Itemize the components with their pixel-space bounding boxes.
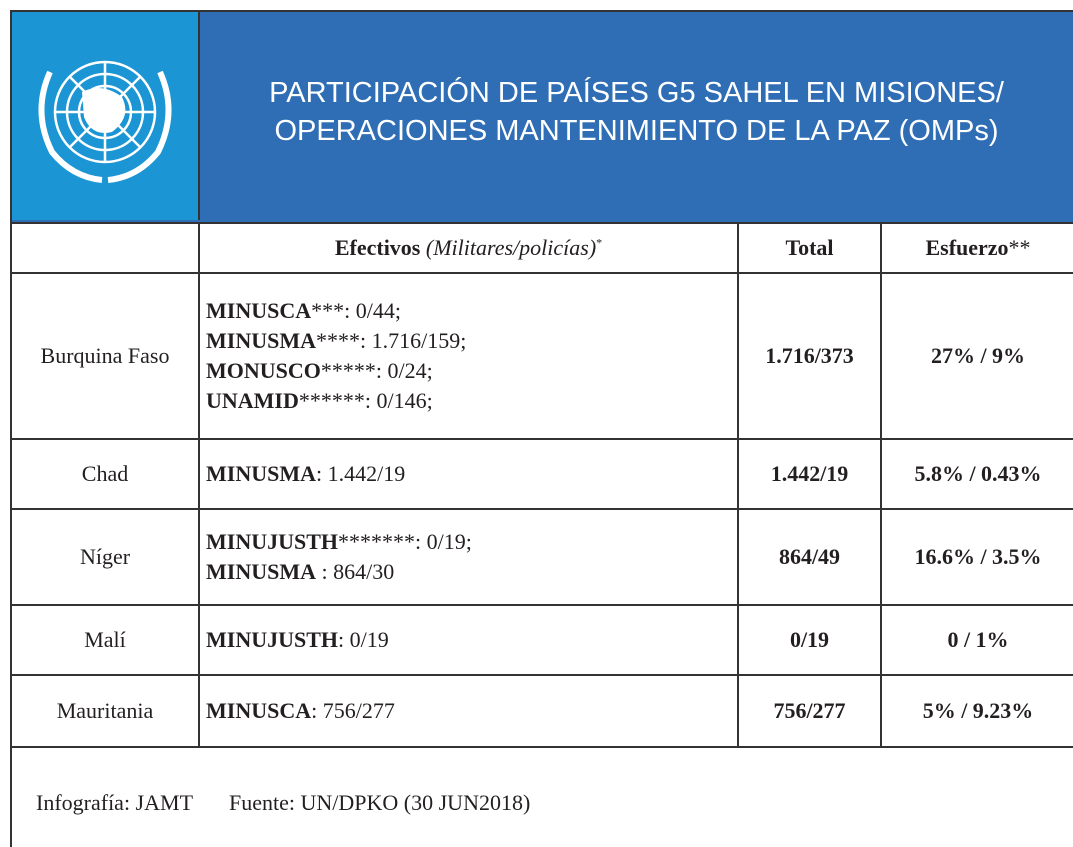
footer: Infografía: JAMT Fuente: UN/DPKO (30 JUN2… bbox=[36, 790, 566, 816]
mission-name: MONUSCO bbox=[206, 358, 321, 383]
country: Malí bbox=[10, 604, 200, 676]
un-logo bbox=[12, 12, 200, 220]
mission-name: UNAMID bbox=[206, 388, 299, 413]
mission: MINUSCA: 756/277 bbox=[206, 696, 731, 726]
mission: MINUSCA***: 0/44; bbox=[206, 296, 731, 326]
effort: 27% / 9% bbox=[880, 272, 1073, 440]
mission-values: ****: 1.716/159; bbox=[316, 328, 467, 353]
table: Efectivos (Militares/policías)* Total Es… bbox=[10, 222, 1073, 748]
effort: 16.6% / 3.5% bbox=[880, 508, 1073, 606]
missions: MINUSMA: 1.442/19 bbox=[198, 438, 739, 510]
mission-values: : 864/30 bbox=[316, 559, 395, 584]
mission-values: ***: 0/44; bbox=[311, 298, 401, 323]
row: Chad MINUSMA: 1.442/19 1.442/19 5.8% / 0.43… bbox=[10, 438, 1073, 510]
country: Mauritania bbox=[10, 674, 200, 748]
effort: 5.8% / 0.43% bbox=[880, 438, 1073, 510]
mission-values: ******: 0/146; bbox=[298, 388, 433, 413]
total: 1.716/373 bbox=[737, 272, 882, 440]
row: Burquina Faso MINUSCA***: 0/44; MINUSMA***… bbox=[10, 272, 1073, 440]
col-header: Esfuerzo** bbox=[880, 222, 1073, 274]
mission-name: MINUSMA bbox=[206, 559, 316, 584]
title: PARTICIPACIÓN DE PAÍSES G5 SAHEL EN MISI… bbox=[200, 74, 1073, 150]
text: (Militares/policías) bbox=[425, 235, 597, 260]
col-header: Efectivos (Militares/policías)* bbox=[198, 222, 739, 274]
total: 756/277 bbox=[737, 674, 882, 748]
mission-name: MINUSMA bbox=[206, 461, 316, 486]
effort: 0 / 1% bbox=[880, 604, 1073, 676]
mission-name: MINUSCA bbox=[206, 298, 312, 323]
mission-values: : 1.442/19 bbox=[316, 461, 406, 486]
text: * bbox=[596, 235, 603, 250]
mission-values: *******: 0/19; bbox=[338, 529, 472, 554]
mission-name: MINUJUSTH bbox=[206, 529, 339, 554]
total: 0/19 bbox=[737, 604, 882, 676]
credit: Infografía: JAMT bbox=[36, 790, 194, 815]
row: Níger MINUJUSTH*******: 0/19; MINUSMA : 86… bbox=[10, 508, 1073, 606]
text: Efectivos bbox=[334, 235, 421, 260]
total: 1.442/19 bbox=[737, 438, 882, 510]
col-header: Total bbox=[737, 222, 882, 274]
title-line: PARTICIPACIÓN DE PAÍSES G5 SAHEL EN MISI… bbox=[269, 77, 1004, 109]
source: Fuente: UN/DPKO (30 JUN2018) bbox=[229, 790, 531, 815]
mission-name: MINUSMA bbox=[206, 328, 316, 353]
mission: MINUSMA****: 1.716/159; bbox=[206, 326, 731, 356]
mission: MINUSMA : 864/30 bbox=[206, 557, 731, 587]
row: Malí MINUJUSTH: 0/19 0/19 0 / 1% bbox=[10, 604, 1073, 676]
mission-name: MINUSCA bbox=[206, 698, 312, 723]
text: ** bbox=[1008, 235, 1031, 260]
row: Mauritania MINUSCA: 756/277 756/277 5% / 9.… bbox=[10, 674, 1073, 748]
text: Esfuerzo bbox=[925, 235, 1009, 260]
missions: MINUSCA: 756/277 bbox=[198, 674, 739, 748]
emblem bbox=[38, 60, 172, 183]
missions: MINUJUSTH: 0/19 bbox=[198, 604, 739, 676]
total: 864/49 bbox=[737, 508, 882, 606]
missions: MINUJUSTH*******: 0/19; MINUSMA : 864/30 bbox=[198, 508, 739, 606]
mission: MINUSMA: 1.442/19 bbox=[206, 459, 731, 489]
missions: MINUSCA***: 0/44; MINUSMA****: 1.716/159;… bbox=[198, 272, 739, 440]
country: Chad bbox=[10, 438, 200, 510]
mission: MINUJUSTH*******: 0/19; bbox=[206, 527, 731, 557]
mission: MINUJUSTH: 0/19 bbox=[206, 625, 731, 655]
effort: 5% / 9.23% bbox=[880, 674, 1073, 748]
country: Burquina Faso bbox=[10, 272, 200, 440]
mission-values: : 0/19 bbox=[338, 627, 389, 652]
mission-values: *****: 0/24; bbox=[320, 358, 433, 383]
mission-values: : 756/277 bbox=[311, 698, 395, 723]
header: PARTICIPACIÓN DE PAÍSES G5 SAHEL EN MISI… bbox=[12, 12, 1073, 224]
mission: MONUSCO*****: 0/24; bbox=[206, 356, 731, 386]
cell bbox=[10, 222, 200, 274]
mission-name: MINUJUSTH bbox=[206, 627, 339, 652]
header-row: Efectivos (Militares/policías)* Total Es… bbox=[10, 222, 1073, 274]
title-line: OPERACIONES MANTENIMIENTO DE LA PAZ (OMP… bbox=[274, 115, 999, 147]
mission: UNAMID******: 0/146; bbox=[206, 386, 731, 416]
country: Níger bbox=[10, 508, 200, 606]
